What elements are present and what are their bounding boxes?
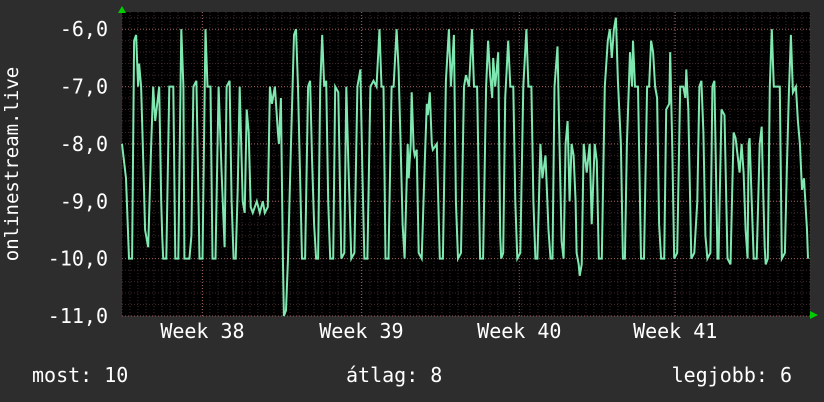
y-tick-label: -11,0 [48, 304, 108, 328]
x-axis-ticks: Week 38 Week 39 Week 40 Week 41 [160, 319, 717, 343]
y-tick-label: -7,0 [60, 75, 108, 99]
y-tick-label: -10,0 [48, 247, 108, 271]
y-tick-label: -8,0 [60, 132, 108, 156]
stat-current: most: 10 [32, 363, 128, 387]
x-axis-arrow [810, 311, 818, 319]
y-axis-arrow [118, 6, 126, 13]
y-axis-label: onlinestream.live [1, 67, 23, 261]
x-tick-label: Week 41 [633, 319, 717, 343]
y-tick-label: -9,0 [60, 189, 108, 213]
stat-average: átlag: 8 [346, 363, 442, 387]
series-line [121, 17, 809, 317]
plot-background [122, 12, 810, 316]
x-tick-label: Week 38 [160, 319, 244, 343]
grid [121, 12, 811, 317]
y-axis-ticks: -6,0 -7,0 -8,0 -9,0 -10,0 -11,0 [48, 17, 108, 328]
y-tick-label: -6,0 [60, 17, 108, 41]
x-tick-label: Week 40 [477, 319, 561, 343]
x-tick-label: Week 39 [319, 319, 403, 343]
stat-maximum: legjobb: 6 [672, 363, 792, 387]
